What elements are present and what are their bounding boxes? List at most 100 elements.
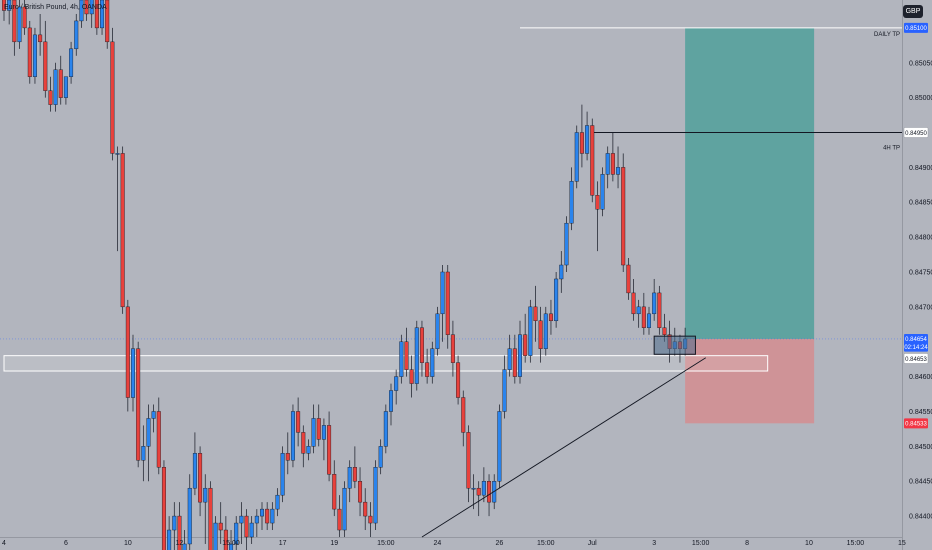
candle-body[interactable]: [394, 376, 399, 391]
candle-body[interactable]: [105, 0, 110, 43]
candle-body[interactable]: [600, 174, 605, 210]
candle-body[interactable]: [559, 264, 564, 280]
candle-body[interactable]: [172, 515, 177, 531]
candle-body[interactable]: [280, 453, 285, 496]
candle-body[interactable]: [616, 167, 621, 175]
candle-body[interactable]: [125, 306, 130, 398]
candle-body[interactable]: [203, 487, 208, 503]
candle-body[interactable]: [306, 446, 311, 454]
candle-body[interactable]: [574, 132, 579, 182]
position-target-zone[interactable]: [685, 27, 815, 339]
candle-body[interactable]: [636, 306, 641, 315]
candle-body[interactable]: [74, 20, 79, 50]
candle-body[interactable]: [409, 369, 414, 384]
candle-body[interactable]: [430, 348, 435, 377]
candle-body[interactable]: [27, 27, 32, 77]
candle-body[interactable]: [254, 515, 259, 524]
candle-body[interactable]: [610, 153, 615, 175]
candle-body[interactable]: [554, 278, 559, 322]
candle-body[interactable]: [53, 69, 58, 105]
candle-body[interactable]: [425, 362, 430, 377]
candle-body[interactable]: [419, 327, 424, 363]
candle-body[interactable]: [177, 515, 182, 550]
candle-body[interactable]: [38, 34, 43, 43]
candle-body[interactable]: [456, 362, 461, 398]
price-axis-badge[interactable]: [904, 418, 928, 429]
candle-body[interactable]: [368, 515, 373, 524]
candle-body[interactable]: [239, 515, 244, 524]
candle-body[interactable]: [218, 522, 223, 531]
candle-body[interactable]: [414, 327, 419, 384]
candle-body[interactable]: [2, 0, 6, 11]
price-axis-badge[interactable]: [904, 333, 928, 344]
candle-body[interactable]: [569, 181, 574, 224]
candle-body[interactable]: [32, 34, 37, 77]
candle-body[interactable]: [146, 418, 151, 447]
candle-body[interactable]: [182, 543, 187, 550]
candle-body[interactable]: [590, 125, 595, 196]
candle-body[interactable]: [543, 313, 548, 349]
candle-body[interactable]: [285, 453, 290, 461]
candle-body[interactable]: [347, 467, 352, 489]
candle-body[interactable]: [167, 529, 172, 550]
candle-body[interactable]: [290, 411, 295, 461]
candle-body[interactable]: [358, 481, 363, 503]
candle-body[interactable]: [605, 153, 610, 175]
candle-body[interactable]: [301, 432, 306, 454]
candle-body[interactable]: [342, 487, 347, 531]
candle-body[interactable]: [208, 487, 213, 550]
candle-body[interactable]: [631, 292, 636, 315]
candle-body[interactable]: [110, 41, 115, 154]
candle-body[interactable]: [647, 313, 652, 328]
candle-body[interactable]: [151, 411, 156, 419]
candle-body[interactable]: [662, 327, 667, 335]
candle-body[interactable]: [234, 522, 239, 545]
candle-body[interactable]: [389, 390, 394, 412]
candle-body[interactable]: [579, 132, 584, 154]
candle-body[interactable]: [161, 467, 166, 550]
candle-body[interactable]: [89, 0, 94, 15]
price-axis-badge[interactable]: [904, 341, 928, 352]
candle-body[interactable]: [585, 125, 590, 154]
candle-body[interactable]: [595, 195, 600, 210]
candle-body[interactable]: [337, 508, 342, 531]
candle-body[interactable]: [466, 432, 471, 489]
candle-body[interactable]: [487, 481, 492, 503]
candle-body[interactable]: [321, 425, 326, 440]
candle-body[interactable]: [115, 153, 120, 155]
candle-body[interactable]: [523, 334, 528, 356]
candle-body[interactable]: [311, 418, 316, 447]
candle-body[interactable]: [12, 0, 17, 43]
candle-body[interactable]: [136, 348, 141, 461]
candle-body[interactable]: [476, 487, 481, 496]
support-zone[interactable]: [3, 355, 769, 372]
candle-body[interactable]: [296, 411, 301, 433]
candle-body[interactable]: [156, 411, 161, 468]
price-axis-badge[interactable]: [904, 22, 928, 33]
candle-body[interactable]: [404, 341, 409, 370]
candle-body[interactable]: [58, 69, 63, 98]
candle-body[interactable]: [657, 292, 662, 328]
candle-body[interactable]: [641, 306, 646, 328]
candle-body[interactable]: [94, 0, 99, 29]
entry-box[interactable]: [653, 335, 696, 355]
candle-body[interactable]: [548, 313, 553, 322]
candle-body[interactable]: [564, 222, 569, 266]
candle-body[interactable]: [621, 167, 626, 266]
candle-body[interactable]: [130, 348, 135, 398]
candle-body[interactable]: [528, 306, 533, 356]
candle-body[interactable]: [461, 397, 466, 433]
candle-body[interactable]: [198, 453, 203, 503]
trendline[interactable]: [421, 357, 707, 538]
candle-body[interactable]: [512, 348, 517, 377]
candle-body[interactable]: [471, 487, 476, 490]
currency-badge[interactable]: GBP: [903, 5, 923, 18]
candle-body[interactable]: [63, 76, 68, 98]
candle-body[interactable]: [229, 543, 234, 550]
candle-body[interactable]: [626, 264, 631, 294]
candle-body[interactable]: [363, 501, 368, 517]
candle-body[interactable]: [192, 453, 197, 489]
candle-body[interactable]: [187, 487, 192, 545]
candle-body[interactable]: [141, 446, 146, 461]
candle-body[interactable]: [378, 446, 383, 468]
